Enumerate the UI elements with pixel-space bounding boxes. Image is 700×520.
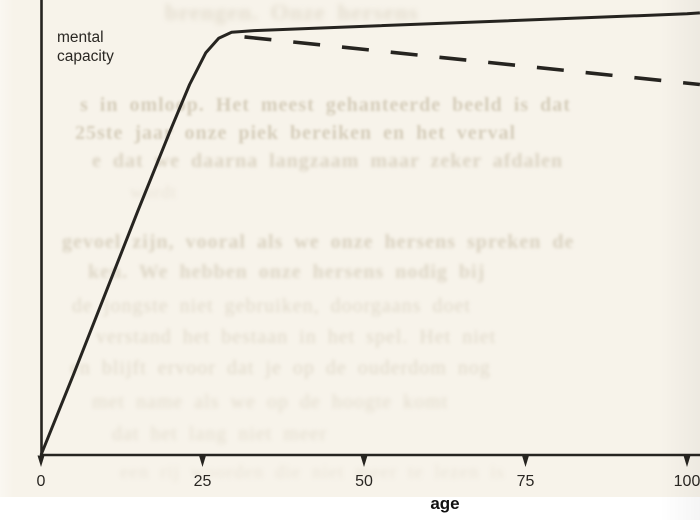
- x-tick-label: 75: [517, 473, 535, 490]
- bleed-text-line: een rij woorden die niet meer te lezen i…: [120, 462, 505, 483]
- bleed-text-line: verstand het bestaan in het spel. Het ni…: [96, 326, 497, 348]
- bleed-text-line: en blijft ervoor dat je op de ouderdom n…: [70, 357, 491, 379]
- x-tick-label: 100: [674, 473, 700, 490]
- x-tick-mark: [199, 455, 206, 467]
- bleed-text-line: de jongste niet gebruiken, doorgaans doe…: [72, 295, 471, 317]
- y-axis-label: mental capacity: [57, 28, 114, 66]
- x-axis-label: age: [430, 494, 460, 513]
- bleed-text-line: brengen. Onze hersens: [165, 0, 419, 25]
- x-tick-mark: [683, 455, 691, 467]
- page-bottom-margin: [0, 497, 700, 520]
- bleed-text-line: e dat we daarna langzaam maar zeker afda…: [92, 150, 564, 172]
- solid-line-series: [39, 11, 700, 456]
- dashed-line-series: [244, 35, 700, 87]
- bleed-text-line: gevoel zijn, vooral als we onze hersens …: [62, 231, 575, 253]
- bleed-text-line: 25ste jaar onze piek bereiken en het ver…: [75, 122, 517, 144]
- x-tick-label: 0: [37, 473, 46, 490]
- bleed-text-line: s in omloop. Het meest gehanteerde beeld…: [80, 94, 571, 116]
- x-tick-mark: [522, 455, 529, 467]
- bleed-text-line: met name als we op de hoogte komt: [92, 391, 449, 413]
- y-axis-label-line2: capacity: [57, 48, 114, 65]
- y-axis-label-line1: mental: [57, 29, 104, 46]
- x-tick-label: 25: [194, 473, 212, 490]
- x-tick-mark: [360, 455, 368, 467]
- bleed-text-line: wordt: [130, 182, 177, 202]
- bleed-text-line: dat het lang niet meer: [112, 423, 328, 445]
- x-tick-label: 50: [355, 473, 373, 490]
- x-tick-mark: [37, 455, 45, 467]
- bleed-text-line: ken. We hebben onze hersens nodig bij: [88, 261, 486, 283]
